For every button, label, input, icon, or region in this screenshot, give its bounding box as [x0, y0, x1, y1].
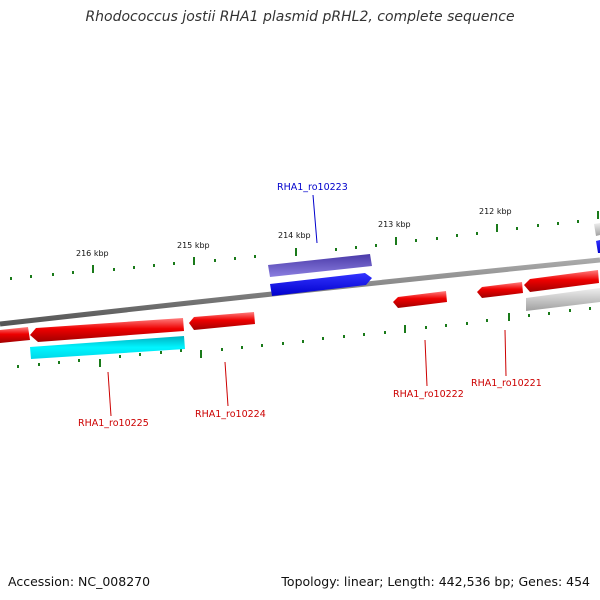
gene-label-ro10224[interactable]: RHA1_ro10224 [195, 409, 266, 420]
gene-ro10223-purple[interactable] [268, 254, 372, 277]
gene-gray-edge-top[interactable] [594, 223, 600, 236]
kbp-label-212: 212 kbp [479, 207, 512, 216]
topology-text: Topology: linear; Length: 442,536 bp; Ge… [281, 574, 590, 589]
gene-ro10221-red[interactable] [477, 282, 523, 298]
gene-blue-forward[interactable] [270, 273, 372, 296]
leader-line-ro10224 [224, 361, 229, 407]
gene-label-ro10225[interactable]: RHA1_ro10225 [78, 418, 149, 429]
kbp-label-213: 213 kbp [378, 220, 411, 229]
gene-ro10224-red[interactable] [189, 312, 255, 330]
gene-gray-right[interactable] [526, 288, 600, 311]
leader-line-ro10225 [107, 371, 112, 417]
map-title: Rhodococcus jostii RHA1 plasmid pRHL2, c… [85, 9, 515, 25]
gene-red-left-edge[interactable] [0, 327, 30, 343]
kbp-label-216: 216 kbp [76, 249, 109, 258]
gene-ro10222-red[interactable] [393, 291, 447, 308]
gene-label-ro10221[interactable]: RHA1_ro10221 [471, 378, 542, 389]
gene-ro10225-red[interactable] [30, 318, 184, 342]
gene-ro10225-cyan[interactable] [30, 336, 185, 359]
accession-text: Accession: NC_008270 [8, 574, 151, 589]
forward-ticks [10, 211, 599, 280]
gene-label-ro10222[interactable]: RHA1_ro10222 [393, 389, 464, 400]
gene-red-right[interactable] [524, 270, 599, 292]
leader-line-ro10223 [312, 194, 318, 244]
kbp-label-215: 215 kbp [177, 241, 210, 250]
gene-blue-edge[interactable] [596, 240, 600, 253]
reverse-ticks [17, 307, 591, 368]
leader-line-ro10222 [424, 339, 428, 387]
gene-label-ro10223[interactable]: RHA1_ro10223 [277, 182, 348, 193]
leader-line-ro10221 [504, 329, 507, 377]
kbp-label-214: 214 kbp [278, 231, 311, 240]
